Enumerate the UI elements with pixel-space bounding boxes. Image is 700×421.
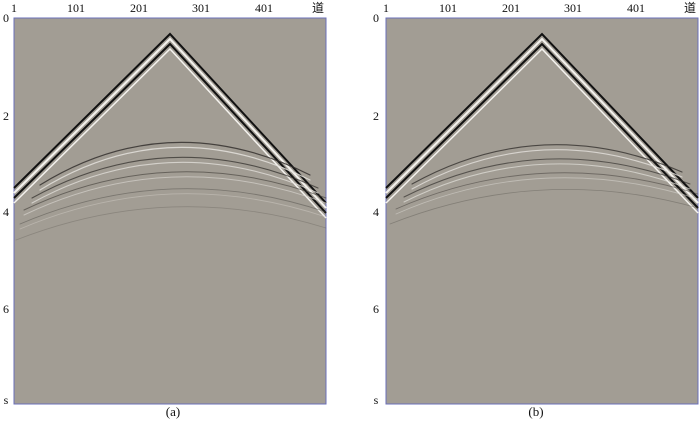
y-tick-label: 6 xyxy=(3,302,9,316)
x-tick-label: 301 xyxy=(564,1,582,15)
y-tick-label: 0 xyxy=(3,11,9,25)
panel-a: 1 101 201 301 401 道 0 2 4 6 s (a) xyxy=(0,0,346,421)
x-tick-label: 401 xyxy=(627,1,645,15)
y-tick-label: 4 xyxy=(3,205,9,219)
x-tick-label: 401 xyxy=(255,1,273,15)
x-tick-label: 201 xyxy=(130,1,148,15)
x-tick-label: 101 xyxy=(67,1,85,15)
y-tick-label: 2 xyxy=(3,109,9,123)
gather-frame xyxy=(13,17,327,405)
reflection-events xyxy=(15,141,327,241)
x-tick-label: 1 xyxy=(383,1,389,15)
direct-wave-event xyxy=(385,32,699,214)
x-axis-unit: 道 xyxy=(312,1,324,15)
seismic-gather-a: 1 101 201 301 401 道 0 2 4 6 s xyxy=(3,1,327,407)
x-axis-labels: 1 101 201 301 401 道 xyxy=(383,1,696,15)
reflection-events xyxy=(389,144,699,225)
x-tick-label: 1 xyxy=(11,1,17,15)
x-axis-labels: 1 101 201 301 401 道 xyxy=(11,1,324,15)
panel-b: 1 101 201 301 401 道 0 2 4 6 s (b) xyxy=(354,0,700,421)
panel-caption: (b) xyxy=(528,404,544,419)
y-axis-unit: s xyxy=(4,393,9,407)
y-tick-label: 2 xyxy=(373,109,379,123)
y-tick-label: 6 xyxy=(373,302,379,316)
x-tick-label: 301 xyxy=(192,1,210,15)
direct-wave-event xyxy=(13,32,327,219)
y-tick-label: 0 xyxy=(373,11,379,25)
y-tick-label: 4 xyxy=(373,205,379,219)
x-tick-label: 201 xyxy=(502,1,520,15)
y-axis-unit: s xyxy=(374,393,379,407)
x-axis-unit: 道 xyxy=(684,1,696,15)
panel-caption: (a) xyxy=(165,404,181,419)
y-axis-labels: 0 2 4 6 s xyxy=(373,11,379,407)
x-tick-label: 101 xyxy=(439,1,457,15)
seismic-gather-b: 1 101 201 301 401 道 0 2 4 6 s xyxy=(373,1,699,407)
gather-frame xyxy=(385,17,699,405)
y-axis-labels: 0 2 4 6 s xyxy=(3,11,9,407)
